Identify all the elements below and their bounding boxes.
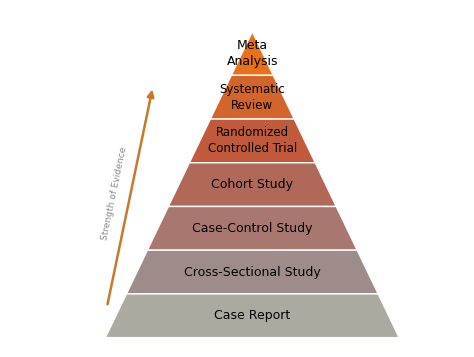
Polygon shape [147,206,357,250]
Text: Cohort Study: Cohort Study [211,178,293,191]
Text: Case Report: Case Report [214,309,291,322]
Text: Meta
Analysis: Meta Analysis [227,39,278,68]
Text: Randomized
Controlled Trial: Randomized Controlled Trial [208,126,297,155]
Polygon shape [231,32,273,75]
Polygon shape [210,75,294,119]
Polygon shape [105,294,399,338]
Text: Cross-Sectional Study: Cross-Sectional Study [184,266,321,278]
Text: Systematic
Review: Systematic Review [219,83,285,112]
Text: Strength of Evidence: Strength of Evidence [100,146,129,241]
Text: Case-Control Study: Case-Control Study [192,222,312,235]
Polygon shape [189,119,315,163]
Polygon shape [168,163,336,206]
Polygon shape [127,250,378,294]
